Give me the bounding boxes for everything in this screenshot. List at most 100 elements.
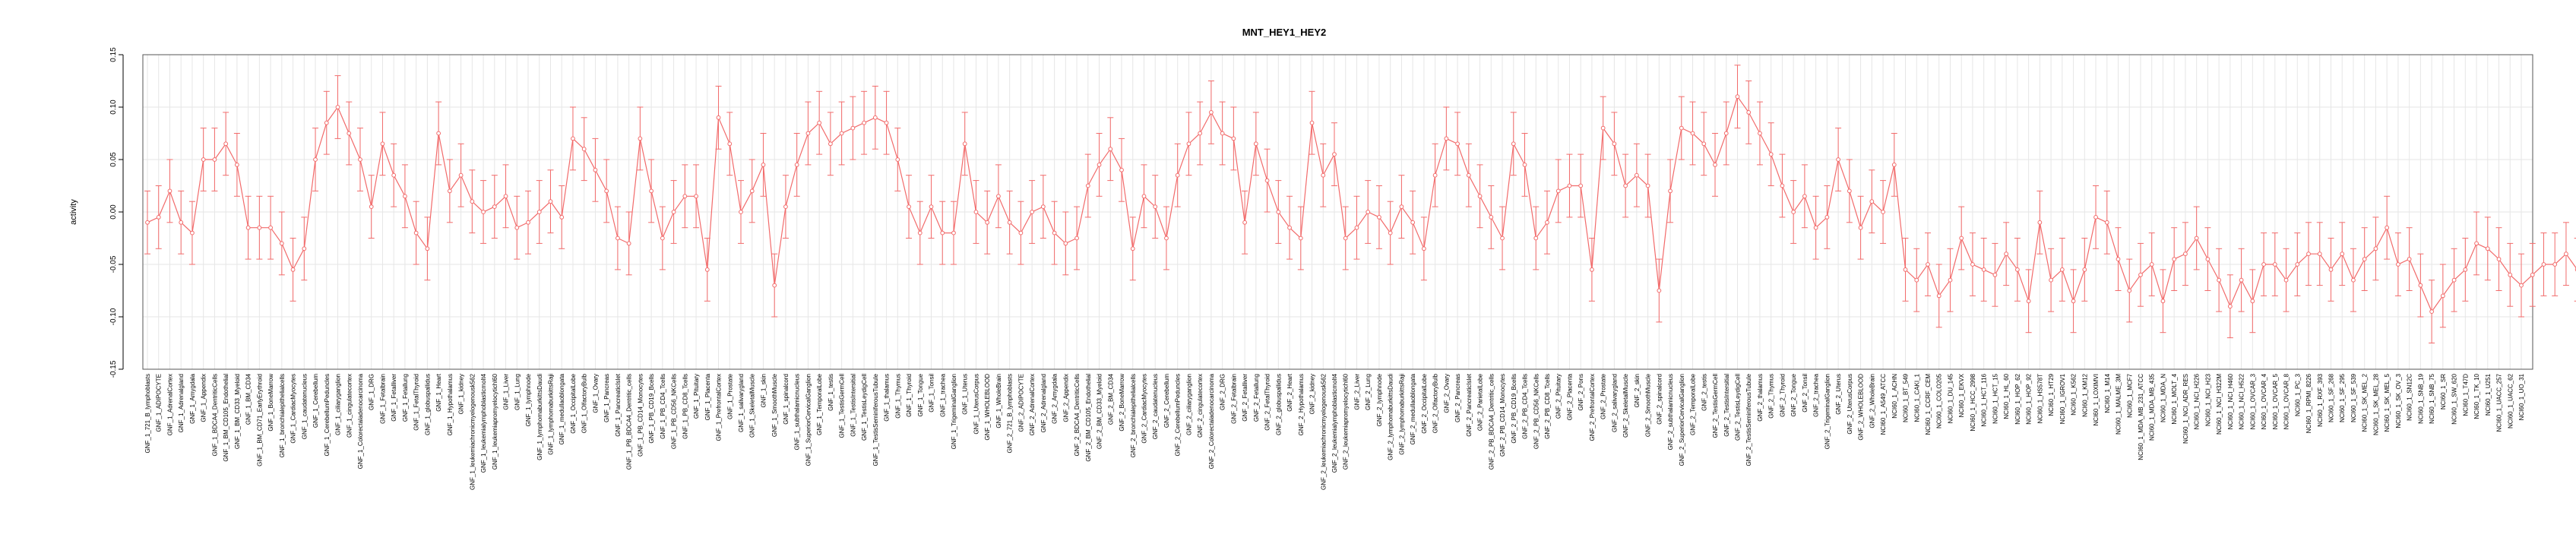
data-point — [1220, 131, 1225, 136]
data-point — [190, 230, 195, 236]
x-tick-label: GNF_1_lymphomaburkittsDaudi — [536, 374, 543, 460]
x-tick-label: NCI60_1_SNB_75 — [2429, 373, 2435, 423]
x-tick-label: GNF_2_Lung — [1365, 374, 1372, 410]
data-point — [1354, 225, 1359, 230]
x-tick-label: GNF_1_SmoothMuscle — [771, 373, 778, 437]
data-point — [1858, 225, 1863, 230]
x-tick-label: GNF_1_spinalcord — [783, 374, 790, 425]
data-point — [884, 120, 889, 125]
data-point — [1231, 136, 1236, 141]
data-point — [1623, 183, 1628, 188]
data-point — [156, 215, 161, 220]
x-tick-label: GNF_2_PancreaticIslet — [1466, 373, 1473, 436]
x-tick-label: NCI60_1_K562 — [2071, 373, 2078, 415]
x-tick-label: GNF_1_PB_BDCA4_Dentritic_cells — [626, 374, 633, 470]
data-point — [1847, 188, 1852, 194]
data-point — [1253, 141, 1258, 147]
data-point — [2004, 251, 2009, 257]
x-tick-label: GNF_1_CerebellumPeduncles — [324, 374, 331, 457]
data-point — [1276, 210, 1281, 214]
data-point — [2564, 251, 2568, 257]
x-tick-label: GNF_1_Uterus — [962, 374, 969, 415]
data-point — [1175, 172, 1180, 178]
data-point — [1477, 194, 1483, 199]
x-tick-label: GNF_2_Liver — [1353, 374, 1360, 410]
data-point — [1578, 183, 1584, 188]
x-tick-label: GNF_1_Tonsil — [929, 374, 935, 413]
x-tick-label: GNF_1_DRG — [369, 374, 375, 410]
x-tick-label: GNF_2_Fetallung — [1253, 374, 1260, 422]
x-tick-label: NCI60_1_NCI_H322M — [2216, 374, 2223, 435]
x-tick-label: NCI60_1_DU_145 — [1947, 373, 1954, 423]
data-point — [940, 230, 945, 236]
data-point — [1388, 230, 1393, 236]
x-tick-label: GNF_1_BM_CD34 — [245, 373, 252, 425]
x-tick-label: NCI60_1_NCI_H226 — [2194, 373, 2201, 429]
data-point — [1713, 163, 1717, 167]
x-tick-label: GNF_2_721_B_lymphoblasts — [1007, 374, 1014, 454]
data-point — [358, 157, 362, 162]
data-point — [1264, 178, 1270, 183]
data-point — [526, 220, 530, 225]
y-tick-label: 0.00 — [109, 204, 118, 220]
x-tick-label: GNF_1_ADIPOCYTE — [156, 374, 163, 432]
data-point — [2104, 220, 2109, 225]
x-tick-label: GNF_1_TemporalLobe — [816, 373, 823, 435]
x-tick-label: GNF_2_OccipitalLobe — [1421, 373, 1428, 433]
x-tick-label: GNF_1_lymphnode — [525, 373, 532, 426]
data-point — [514, 225, 520, 230]
x-tick-label: GNF_2_medullaoblongata — [1410, 373, 1416, 444]
x-tick-label: GNF_1_WHOLEBLOOD — [984, 374, 991, 441]
x-tick-label: GNF_1_Lung — [514, 374, 521, 410]
data-point — [1959, 236, 1964, 241]
data-point — [1040, 204, 1046, 210]
data-point — [1735, 94, 1740, 100]
x-tick-label: GNF_1_Ovary — [592, 374, 599, 413]
data-point — [2071, 299, 2076, 304]
data-point — [1030, 210, 1035, 214]
x-tick-label: GNF_2_Thyroid — [1779, 374, 1786, 417]
data-point — [2541, 262, 2546, 267]
data-point — [503, 194, 508, 199]
data-point — [783, 204, 788, 210]
data-point — [1209, 110, 1214, 115]
x-tick-label: NCI60_1_EKVX — [1958, 373, 1965, 417]
y-tick-label: -0.05 — [109, 255, 118, 273]
x-tick-label: GNF_1_TestisIntersitial — [850, 374, 856, 437]
data-point — [1690, 131, 1695, 136]
x-tick-label: GNF_2_Prostate — [1600, 373, 1607, 419]
data-point — [2037, 220, 2043, 225]
data-point — [212, 157, 217, 162]
data-point — [571, 136, 575, 141]
x-tick-label: NCI60_1_SR — [2440, 374, 2447, 409]
x-tick-label: NCI60_1_SK_MEL_28 — [2372, 373, 2379, 435]
x-tick-label: GNF_1_UterusCorpus — [973, 374, 979, 435]
data-point — [694, 194, 698, 199]
x-tick-label: GNF_1_PancreaticIslet — [615, 373, 622, 436]
x-tick-label: GNF_2_Hypothalamus — [1298, 374, 1305, 435]
data-point — [2295, 262, 2300, 267]
x-tick-label: GNF_1_WholeBrain — [995, 374, 1002, 428]
data-point — [872, 115, 878, 120]
x-tick-label: GNF_2_skin — [1634, 374, 1641, 407]
y-axis-label: activity — [69, 199, 78, 225]
data-point — [1489, 215, 1494, 220]
data-point — [704, 267, 710, 272]
data-point — [1007, 220, 1012, 225]
x-tick-label: GNF_1_Placenta — [704, 373, 711, 420]
x-tick-label: GNF_2_testis — [1701, 374, 1707, 411]
x-tick-label: GNF_2_BM_CD34 — [1107, 373, 1114, 425]
data-point — [1522, 163, 1527, 167]
x-tick-label: GNF_2_BM_CD33_Myeloid — [1097, 374, 1103, 449]
data-point — [1141, 194, 1147, 199]
data-point — [638, 136, 643, 141]
y-tick-label: 0.05 — [109, 152, 118, 167]
x-tick-label: GNF_1_TestisGermCell — [839, 374, 846, 438]
data-point — [1555, 188, 1561, 194]
data-point — [1657, 288, 1662, 293]
x-tick-label: NCI60_1_M14 — [2104, 373, 2111, 413]
data-point — [335, 105, 340, 109]
x-tick-label: NCI60_1_PC_3 — [2294, 373, 2301, 416]
x-tick-label: NCI60_1_UO_31 — [2518, 373, 2525, 420]
data-point — [2440, 293, 2445, 299]
